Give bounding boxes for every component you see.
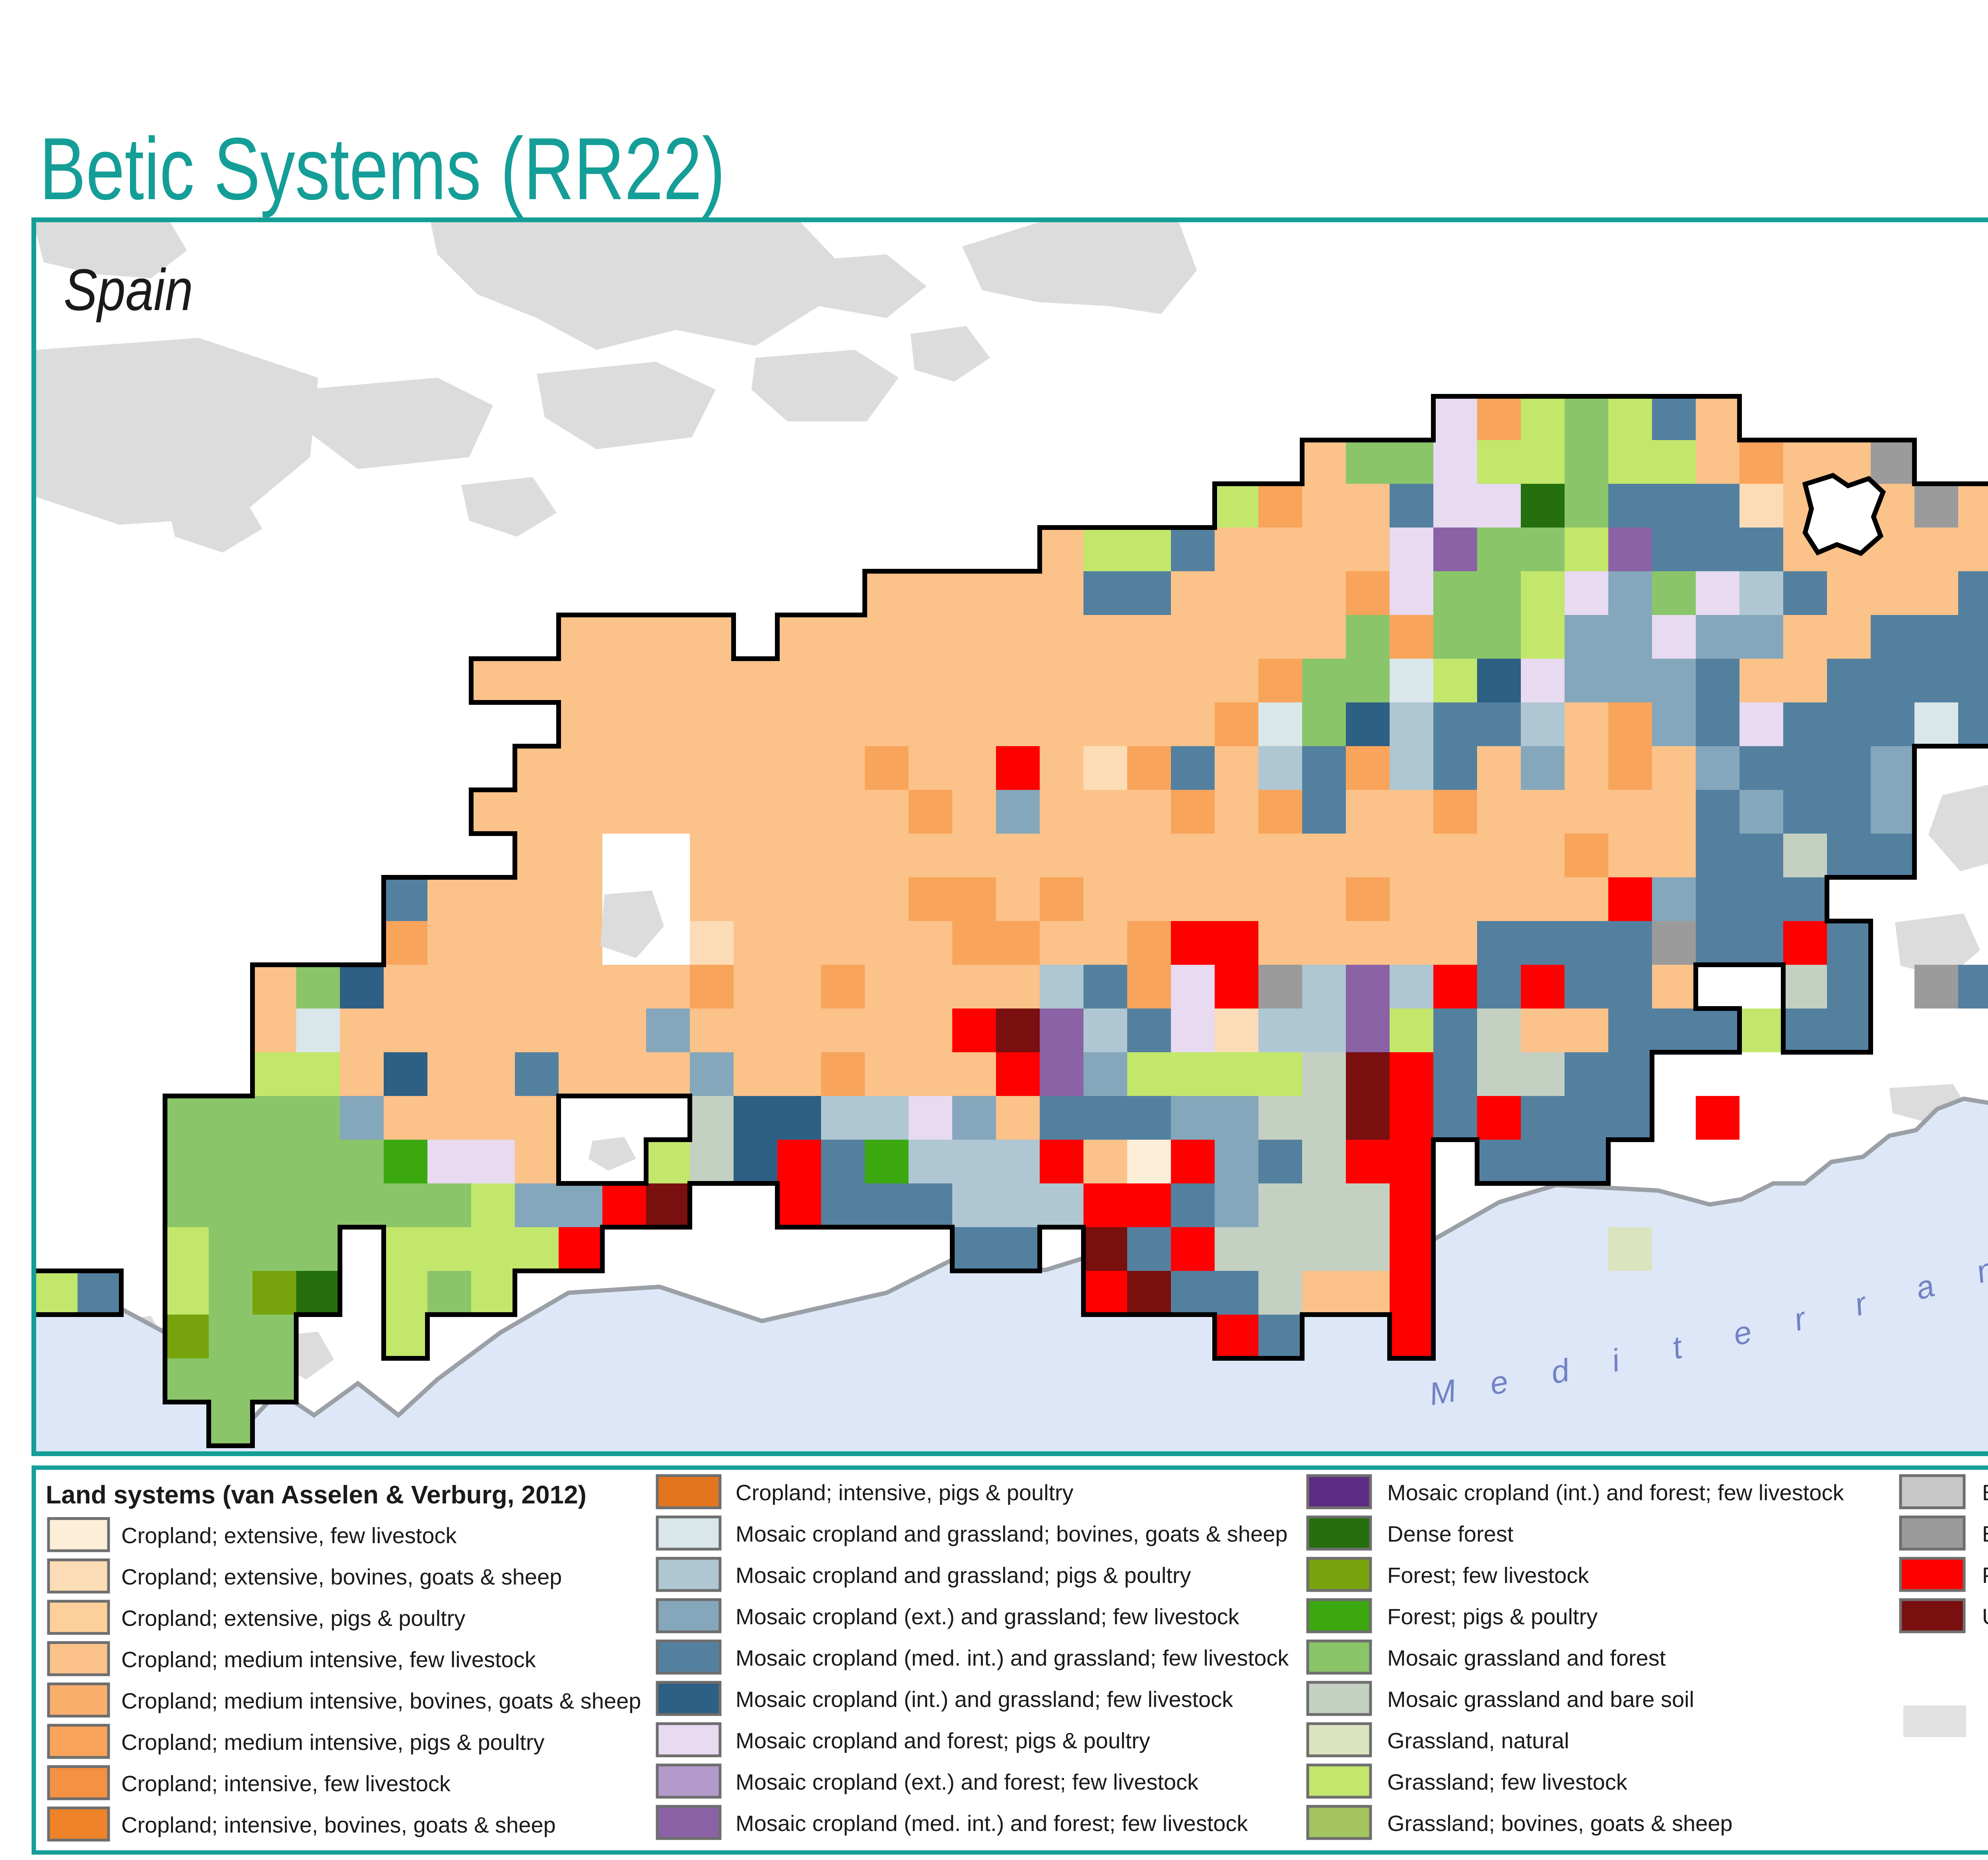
svg-text:Mosaic cropland (ext.) and gra: Mosaic cropland (ext.) and grassland; fe… xyxy=(736,1604,1240,1629)
svg-text:Mosaic cropland (med. int.) an: Mosaic cropland (med. int.) and grasslan… xyxy=(736,1645,1289,1670)
svg-text:Forest; few livestock: Forest; few livestock xyxy=(1387,1563,1589,1588)
svg-text:Bare soil: Bare soil xyxy=(1982,1480,1988,1505)
svg-text:Cropland; intensive, bovines,: Cropland; intensive, bovines, goats & sh… xyxy=(121,1812,556,1837)
svg-text:Land systems (van Asselen & Ve: Land systems (van Asselen & Verburg, 201… xyxy=(46,1480,586,1509)
svg-text:Betic Systems (RR22): Betic Systems (RR22) xyxy=(39,120,725,218)
svg-text:Cropland; medium intensive, bo: Cropland; medium intensive, bovines, goa… xyxy=(121,1688,641,1713)
svg-text:Mosaic cropland and grassland;: Mosaic cropland and grassland; bovines, … xyxy=(736,1521,1287,1546)
svg-text:Mosaic cropland (med. int.) an: Mosaic cropland (med. int.) and forest; … xyxy=(736,1811,1248,1836)
svg-text:Mosaic cropland (ext.) and for: Mosaic cropland (ext.) and forest; few l… xyxy=(736,1769,1199,1794)
svg-text:M: M xyxy=(1427,1373,1459,1412)
svg-text:Cropland; intensive, few lives: Cropland; intensive, few livestock xyxy=(121,1771,451,1796)
svg-text:Cropland; medium intensive, fe: Cropland; medium intensive, few livestoc… xyxy=(121,1647,536,1672)
svg-text:Cropland; extensive, few lives: Cropland; extensive, few livestock xyxy=(121,1523,457,1548)
svg-text:Dense forest: Dense forest xyxy=(1387,1521,1514,1546)
svg-text:Cropland; medium intensive, pi: Cropland; medium intensive, pigs & poult… xyxy=(121,1730,545,1755)
svg-text:Grassland, natural: Grassland, natural xyxy=(1387,1728,1569,1753)
svg-text:Mosaic grassland and forest: Mosaic grassland and forest xyxy=(1387,1645,1666,1670)
svg-text:Cropland; intensive, pigs & po: Cropland; intensive, pigs & poultry xyxy=(736,1480,1074,1505)
svg-text:Mosaic cropland (int.) and gra: Mosaic cropland (int.) and grassland; fe… xyxy=(736,1687,1233,1712)
svg-text:Forest; pigs & poultry: Forest; pigs & poultry xyxy=(1387,1604,1598,1629)
svg-text:Cropland; extensive, pigs & po: Cropland; extensive, pigs & poultry xyxy=(121,1606,465,1631)
svg-text:Cropland; extensive, bovines,: Cropland; extensive, bovines, goats & sh… xyxy=(121,1564,562,1589)
svg-text:Spain: Spain xyxy=(64,257,193,323)
svg-text:Peri-urban & villages: Peri-urban & villages xyxy=(1982,1563,1988,1588)
svg-text:Grassland; bovines, goats & sh: Grassland; bovines, goats & sheep xyxy=(1387,1811,1733,1836)
svg-text:Mosaic cropland and forest; pi: Mosaic cropland and forest; pigs & poult… xyxy=(736,1728,1150,1753)
svg-text:Urban: Urban xyxy=(1982,1604,1988,1629)
svg-text:Grassland; few livestock: Grassland; few livestock xyxy=(1387,1769,1628,1794)
svg-text:Bare soil; few livestock: Bare soil; few livestock xyxy=(1982,1521,1988,1546)
svg-text:Mosaic grassland and bare soil: Mosaic grassland and bare soil xyxy=(1387,1687,1694,1712)
svg-text:Mosaic cropland (int.) and for: Mosaic cropland (int.) and forest; few l… xyxy=(1387,1480,1844,1505)
svg-text:Mosaic cropland and grassland;: Mosaic cropland and grassland; pigs & po… xyxy=(736,1563,1191,1588)
